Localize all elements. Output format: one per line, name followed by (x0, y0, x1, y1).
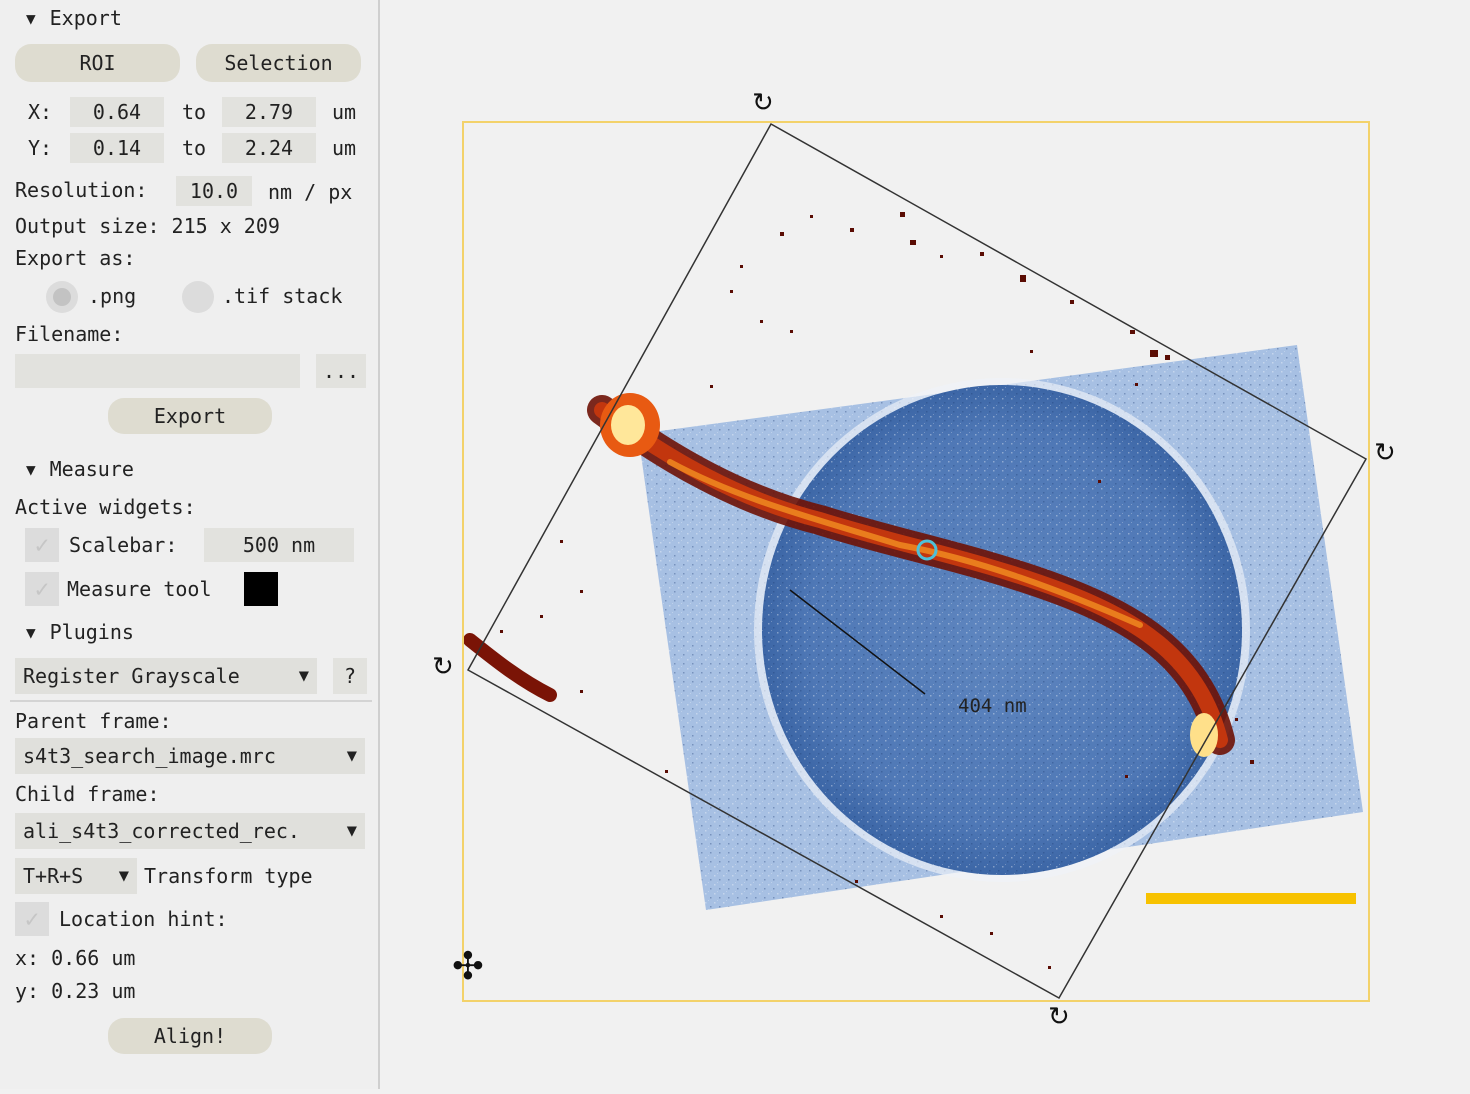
scalebar-length-field[interactable]: 500 nm (204, 528, 354, 562)
rotate-handle-left-icon[interactable]: ↻ (432, 652, 454, 682)
scalebar-label: Scalebar: (69, 533, 178, 557)
y-label: Y: (28, 136, 53, 160)
child-frame-value: ali_s4t3_corrected_rec. (23, 819, 300, 843)
collapse-triangle-icon: ▼ (26, 623, 36, 642)
plugin-select-value: Register Grayscale (23, 664, 240, 688)
x-from-field[interactable]: 0.64 (70, 97, 164, 127)
tif-label: .tif stack (222, 284, 343, 308)
transform-type-value: T+R+S (23, 864, 84, 888)
resolution-label: Resolution: (15, 178, 148, 202)
x-label: X: (28, 100, 53, 124)
measure-readout: 404 nm (958, 695, 1027, 717)
hotspot-right (1190, 713, 1218, 757)
collapse-triangle-icon: ▼ (26, 9, 36, 28)
measure-header[interactable]: ▼ Measure (26, 457, 134, 481)
rotate-handle-top-icon[interactable]: ↻ (752, 88, 774, 118)
plugins-header[interactable]: ▼ Plugins (26, 620, 134, 644)
y-to-field[interactable]: 2.24 (222, 133, 316, 163)
measure-tool-label: Measure tool (67, 577, 212, 601)
move-handle-icon[interactable]: ✣ (452, 944, 484, 988)
hotspot-left-core (611, 405, 645, 445)
help-button[interactable]: ? (333, 658, 367, 694)
roi-rectangle[interactable] (462, 121, 1370, 1002)
location-hint-checkbox[interactable]: ✓ (15, 902, 49, 936)
output-size-text: Output size: 215 x 209 (15, 214, 280, 238)
parent-frame-value: s4t3_search_image.mrc (23, 744, 276, 768)
chevron-down-icon: ▼ (346, 821, 357, 841)
y-to-label: to (182, 136, 207, 160)
filename-input[interactable] (15, 354, 300, 388)
selection-frame[interactable] (466, 122, 1368, 1000)
active-widgets-label: Active widgets: (15, 495, 196, 519)
transform-type-label: Transform type (144, 864, 313, 888)
marker-circle (916, 539, 938, 561)
x-hint-text: x: 0.66 um (15, 946, 136, 970)
measure-tool-checkbox[interactable]: ✓ (25, 572, 59, 606)
streak-core (667, 459, 1143, 628)
viewer-svg[interactable]: 404 nm (380, 0, 1470, 1089)
streak-lower-left (463, 633, 557, 702)
rotate-handle-right-icon[interactable]: ↻ (1374, 438, 1396, 468)
heatmap-overlay-layer (463, 212, 1254, 969)
tif-radio[interactable] (182, 281, 214, 313)
chevron-down-icon: ▼ (346, 746, 357, 766)
plugins-separator (10, 700, 372, 702)
collapse-triangle-icon: ▼ (26, 460, 36, 479)
rotate-handle-bottom-icon[interactable]: ↻ (1048, 1002, 1070, 1032)
roi-button[interactable]: ROI (15, 44, 180, 82)
scalebar-checkbox[interactable]: ✓ (25, 528, 59, 562)
x-to-label: to (182, 100, 207, 124)
export-header[interactable]: ▼ Export (26, 6, 122, 30)
grayscale-image-layer (638, 345, 1363, 910)
align-button[interactable]: Align! (108, 1018, 272, 1054)
side-panel: ▼ Export ROI Selection X: 0.64 to 2.79 um… (0, 0, 378, 1089)
filename-label: Filename: (15, 322, 124, 346)
export-button[interactable]: Export (108, 398, 272, 434)
parent-frame-label: Parent frame: (15, 709, 172, 733)
panel-divider[interactable] (378, 0, 380, 1089)
export-as-label: Export as: (15, 246, 136, 270)
resolution-unit: nm / px (268, 180, 353, 204)
y-from-field[interactable]: 0.14 (70, 133, 164, 163)
png-label: .png (88, 284, 137, 308)
scatter-dots (500, 212, 1254, 969)
parent-frame-select[interactable]: s4t3_search_image.mrc ▼ (15, 738, 365, 774)
chevron-down-icon: ▼ (298, 666, 309, 686)
child-frame-select[interactable]: ali_s4t3_corrected_rec. ▼ (15, 813, 365, 849)
browse-button[interactable]: ... (316, 354, 366, 388)
resolution-field[interactable]: 10.0 (176, 176, 252, 206)
measure-line[interactable] (789, 589, 926, 695)
png-radio[interactable] (46, 281, 78, 313)
viewer-canvas[interactable]: 404 nm ↻ ↻ ↻ ↻ ✣ (380, 0, 1470, 1089)
y-unit-label: um (332, 136, 357, 160)
measure-color-swatch[interactable] (244, 572, 278, 606)
location-hint-label: Location hint: (59, 907, 228, 931)
y-hint-text: y: 0.23 um (15, 979, 136, 1003)
selection-button[interactable]: Selection (196, 44, 361, 82)
plugin-select[interactable]: Register Grayscale ▼ (15, 658, 317, 694)
child-frame-label: Child frame: (15, 782, 160, 806)
chevron-down-icon: ▼ (118, 866, 129, 886)
scalebar[interactable] (1146, 893, 1356, 904)
x-to-field[interactable]: 2.79 (222, 97, 316, 127)
transform-type-select[interactable]: T+R+S ▼ (15, 858, 137, 894)
x-unit-label: um (332, 100, 357, 124)
